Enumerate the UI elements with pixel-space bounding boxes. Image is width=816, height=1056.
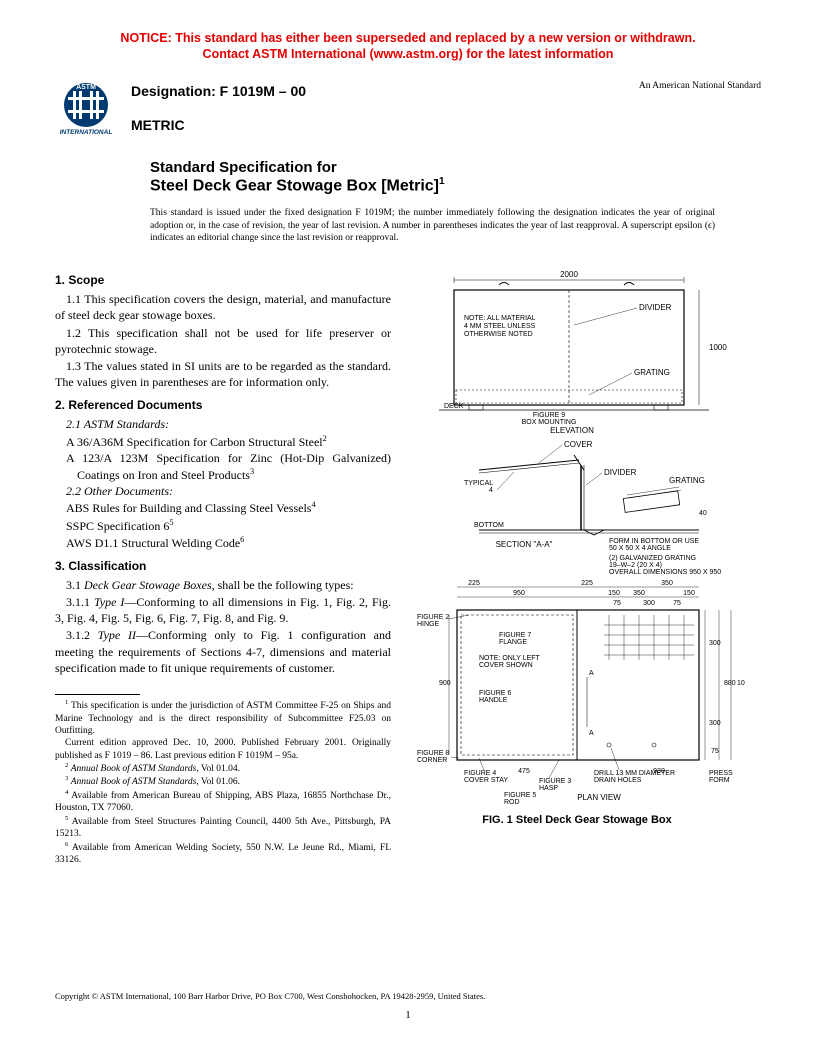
notice-line1: NOTICE: This standard has either been su… [120,31,695,45]
svg-text:1000: 1000 [709,343,727,352]
designation: Designation: F 1019M – 00 [131,83,581,99]
national-standard: An American National Standard [581,81,761,91]
ref-a36: A 36/A36M Specification for Carbon Struc… [55,433,391,450]
svg-text:75: 75 [673,600,681,607]
ref-aws: AWS D1.1 Structural Welding Code6 [55,534,391,551]
ref-other-head: 2.2 Other Documents: [55,483,391,499]
svg-text:FORM IN BOTTOM OR USE: FORM IN BOTTOM OR USE 50 X 50 X 4 ANGLE [609,538,701,552]
svg-text:SECTION "A-A": SECTION "A-A" [496,540,553,549]
footnote-1a: 1 This specification is under the jurisd… [55,699,391,737]
fig-plan: 225 950 225 150 350 350 150 75 300 75 [409,575,745,810]
notice-line2: Contact ASTM International (www.astm.org… [203,47,614,61]
svg-text:TYPICAL: TYPICAL [464,480,493,487]
footnote-5: 5 Available from Steel Structures Painti… [55,815,391,841]
notice-banner: NOTICE: This standard has either been su… [55,30,761,63]
metric-label: METRIC [131,117,581,133]
svg-text:40: 40 [699,510,707,517]
svg-text:930: 930 [653,768,665,775]
designation-block: Designation: F 1019M – 00 METRIC [131,81,581,133]
figure-caption: FIG. 1 Steel Deck Gear Stowage Box [409,814,745,826]
class-head: 3. Classification [55,559,391,573]
class-11: 3.1.1 Type I—Conforming to all dimension… [55,594,391,626]
svg-text:950: 950 [513,590,525,597]
svg-text:FIGURE 7FLANGE: FIGURE 7FLANGE [499,632,531,646]
scope-1: 1.1 This specification covers the design… [55,291,391,323]
svg-text:880: 880 [724,680,736,687]
left-column: 1. Scope 1.1 This specification covers t… [55,265,391,866]
svg-text:225: 225 [581,580,593,587]
ref-sspc: SSPC Specification 65 [55,517,391,534]
footnote-1b: Current edition approved Dec. 10, 2000. … [55,737,391,762]
svg-text:PLAN VIEW: PLAN VIEW [577,793,621,802]
svg-text:(2) GALVANIZED GRATING: (2) GALVANIZED GRATING 19–W–2 (20 X 4) O… [609,555,721,575]
svg-text:300: 300 [643,600,655,607]
ref-astm-head: 2.1 ASTM Standards: [55,416,391,432]
ref-head: 2. Referenced Documents [55,398,391,412]
footnote-3: 3 Annual Book of ASTM Standards, Vol 01.… [55,775,391,789]
title-line2: Steel Deck Gear Stowage Box [Metric]1 [150,176,761,195]
svg-text:FIGURE 9: FIGURE 9 [533,412,565,419]
svg-text:FIGURE 2HINGE: FIGURE 2HINGE [417,614,449,628]
svg-text:NOTE: ONLY LEFTCOVER SHOWN: NOTE: ONLY LEFTCOVER SHOWN [479,655,541,669]
header-row: ASTM INTERNATIONAL Designation: F 1019M … [55,81,761,137]
svg-text:75: 75 [613,600,621,607]
svg-text:BOTTOM: BOTTOM [474,522,504,529]
svg-text:75: 75 [711,748,719,755]
svg-text:FIGURE 3HASP: FIGURE 3HASP [539,778,571,792]
svg-text:A: A [589,670,594,677]
footnote-2: 2 Annual Book of ASTM Standards, Vol 01.… [55,762,391,776]
svg-text:150: 150 [683,590,695,597]
svg-text:COVER: COVER [564,440,593,449]
svg-text:DIVIDER: DIVIDER [604,468,637,477]
fig-elevation: 2000 NOTE: ALL MATERIAL 4 MM STEEL UNLES… [409,265,745,435]
svg-text:475: 475 [518,768,530,775]
svg-text:BOX MOUNTING: BOX MOUNTING [522,419,577,426]
svg-text:ELEVATION: ELEVATION [550,426,594,435]
page-number: 1 [405,1009,411,1021]
document-title: Standard Specification for Steel Deck Ge… [150,159,761,195]
astm-logo: ASTM INTERNATIONAL [55,81,117,137]
svg-text:DECK: DECK [444,403,464,410]
svg-text:225: 225 [468,580,480,587]
scope-head: 1. Scope [55,273,391,287]
right-column: 2000 NOTE: ALL MATERIAL 4 MM STEEL UNLES… [409,265,745,866]
svg-text:PRESSFORM: PRESSFORM [709,770,733,784]
copyright: Copyright © ASTM International, 100 Barr… [55,991,485,1001]
svg-text:GRATING: GRATING [634,368,670,377]
svg-text:ASTM: ASTM [76,84,96,91]
svg-text:INTERNATIONAL: INTERNATIONAL [60,129,113,136]
svg-text:DIVIDER: DIVIDER [639,303,672,312]
footnote-4: 4 Available from American Bureau of Ship… [55,789,391,815]
class-1: 3.1 Deck Gear Stowage Boxes, shall be th… [55,577,391,593]
main-columns: 1. Scope 1.1 This specification covers t… [55,265,761,866]
svg-text:A: A [589,730,594,737]
svg-text:1000: 1000 [737,680,745,687]
svg-text:150: 150 [608,590,620,597]
svg-text:GRATING: GRATING [669,476,705,485]
title-line1: Standard Specification for [150,159,761,176]
fig-section: COVER TYPICAL 4 DIVIDER GRATING 40 [409,435,745,575]
material-note: NOTE: ALL MATERIAL 4 MM STEEL UNLESS OTH… [464,315,537,338]
svg-text:FIGURE 6HANDLE: FIGURE 6HANDLE [479,690,511,704]
svg-text:4: 4 [489,487,493,494]
class-12: 3.1.2 Type II—Conforming only to Fig. 1 … [55,627,391,676]
svg-text:2000: 2000 [560,270,578,279]
svg-text:350: 350 [633,590,645,597]
svg-text:350: 350 [661,580,673,587]
svg-text:FIGURE 8CORNER: FIGURE 8CORNER [417,750,449,764]
footnote-rule [55,694,140,695]
scope-3: 1.3 The values stated in SI units are to… [55,358,391,390]
ref-abs: ABS Rules for Building and Classing Stee… [55,499,391,516]
svg-text:FIGURE 4COVER STAY: FIGURE 4COVER STAY [464,770,508,784]
figure-1: 2000 NOTE: ALL MATERIAL 4 MM STEEL UNLES… [409,265,745,845]
footnote-6: 6 Available from American Welding Societ… [55,841,391,867]
scope-2: 1.2 This specification shall not be used… [55,325,391,357]
issued-note: This standard is issued under the fixed … [150,207,715,245]
svg-text:FIGURE 5ROD: FIGURE 5ROD [504,792,536,806]
ref-a123: A 123/A 123M Specification for Zinc (Hot… [55,450,391,483]
